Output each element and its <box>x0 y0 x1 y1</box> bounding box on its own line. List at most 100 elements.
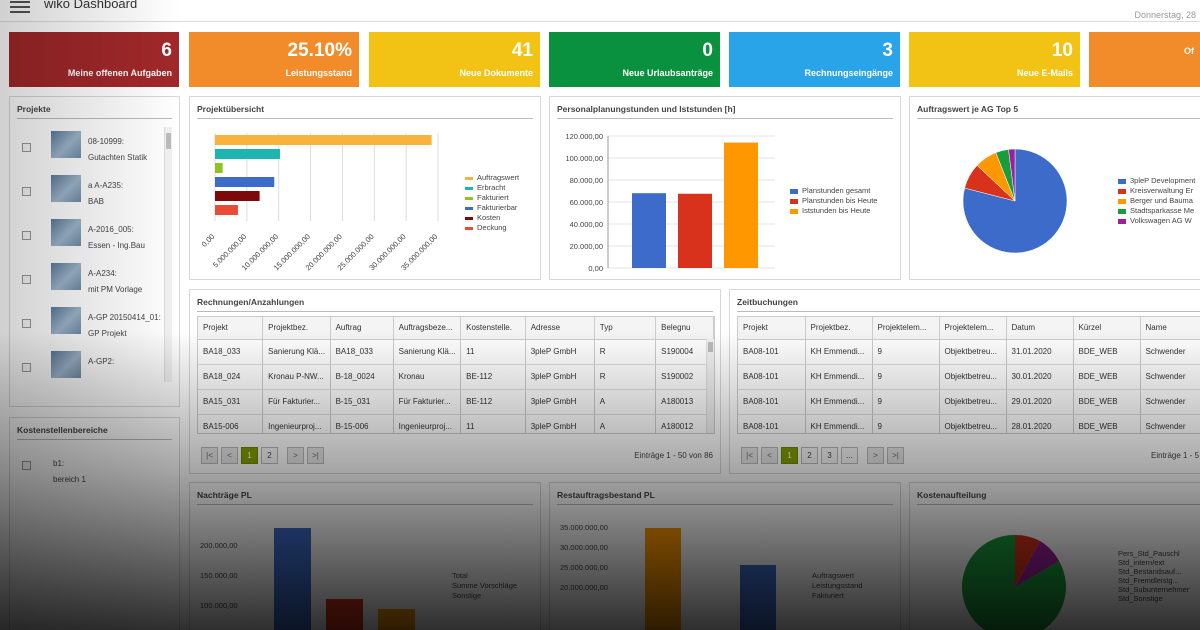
page-button[interactable]: 1 <box>781 447 798 464</box>
last-page-button[interactable]: >| <box>307 447 324 464</box>
tile-open-tasks[interactable]: 6 Meine offenen Aufgaben <box>9 32 179 87</box>
list-item[interactable]: b1: bereich 1 <box>22 456 167 496</box>
project-thumbnail <box>51 351 81 378</box>
page-button[interactable]: 2 <box>801 447 818 464</box>
legend-swatch <box>465 186 473 190</box>
scrollbar-thumb[interactable] <box>166 133 171 149</box>
scrollbar-thumb[interactable] <box>708 342 713 352</box>
page-button[interactable]: 2 <box>261 447 278 464</box>
column-header[interactable]: Datum <box>1006 317 1074 340</box>
order-value-panel: Auftragswert je AG Top 5 3pleP Developme… <box>909 96 1200 280</box>
table-row[interactable]: BA08-101 KH Emmendi... 9 Objektbetreu... 28.… <box>738 414 1200 433</box>
table-row[interactable]: BA18_024 Kronau P-NW... B-18_0024 Kronau BE-… <box>198 364 714 390</box>
list-item[interactable]: A-2016_005: Essen - Ing.Bau <box>22 219 167 259</box>
column-header[interactable]: Belegnu <box>655 317 714 340</box>
column-header[interactable]: Kostenstelle. <box>460 317 526 340</box>
prev-page-button[interactable]: < <box>221 447 238 464</box>
axis-tick-label: 150.000,00 <box>200 571 238 580</box>
column-header[interactable]: Typ <box>594 317 657 340</box>
scrollbar[interactable] <box>164 127 172 382</box>
bar <box>274 528 311 630</box>
legend-item: Iststunden bis Heute <box>790 206 870 215</box>
column-header[interactable]: Auftrag <box>330 317 394 340</box>
table-row[interactable]: BA08-101 KH Emmendi... 9 Objektbetreu... 29.… <box>738 389 1200 415</box>
table-cell: KH Emmendi... <box>805 364 873 390</box>
list-item[interactable]: A-GP 20150414_01: GP Projekt <box>22 307 167 347</box>
table-cell: 31.01.2020 <box>1006 339 1074 365</box>
tile-value: 41 <box>511 40 533 61</box>
legend-item: Total <box>452 571 468 580</box>
y-tick-label: 40.000,00 <box>570 220 603 229</box>
panel-title: Restauftragsbestand PL <box>557 490 655 500</box>
scrollbar[interactable] <box>706 339 714 433</box>
page-button[interactable]: 1 <box>241 447 258 464</box>
list-item[interactable]: a A-A235: BAB <box>22 175 167 215</box>
table-cell: BDE_WEB <box>1073 389 1141 415</box>
list-item[interactable]: 08-10999: Gutachten Statik <box>22 131 167 171</box>
checkbox[interactable] <box>22 187 31 196</box>
project-label: A-2016_005: Essen - Ing.Bau <box>88 225 145 250</box>
checkbox[interactable] <box>22 143 31 152</box>
last-page-button[interactable]: >| <box>887 447 904 464</box>
column-header[interactable]: Auftragsbeze... <box>393 317 462 340</box>
table-row[interactable]: BA15-006 Ingenieurproj... B-15-006 Ingenieu… <box>198 414 714 433</box>
page-button[interactable]: 3 <box>821 447 838 464</box>
checkbox[interactable] <box>22 231 31 240</box>
panel-divider <box>17 439 172 440</box>
tile-label: Of <box>1184 46 1194 56</box>
table-row[interactable]: BA18_033 Sanierung Klä... BA18_033 Sanierun… <box>198 339 714 365</box>
list-item[interactable]: A-A234: mit PM Vorlage <box>22 263 167 303</box>
tile-offers[interactable]: Of <box>1089 32 1200 87</box>
column-header[interactable]: Projektbez. <box>805 317 873 340</box>
bar <box>645 528 681 630</box>
pager-info: Einträge 1 - 5 <box>1151 451 1200 460</box>
checkbox[interactable] <box>22 275 31 284</box>
column-header[interactable]: Projekt <box>738 317 806 340</box>
bar <box>678 193 712 268</box>
list-item[interactable]: A-GP2: <box>22 351 167 391</box>
column-header[interactable]: Projekt <box>198 317 264 340</box>
first-page-button[interactable]: |< <box>201 447 218 464</box>
checkbox[interactable] <box>22 319 31 328</box>
legend-item: Std_Subunternehmer <box>1118 585 1190 594</box>
table-cell: BE-112 <box>460 389 526 415</box>
column-header[interactable]: Projektelem... <box>872 317 940 340</box>
next-page-button[interactable]: > <box>287 447 304 464</box>
table-cell: KH Emmendi... <box>805 339 873 365</box>
table-cell: Objektbetreu... <box>939 414 1007 433</box>
cost-distribution-panel: Kostenaufteilung Pers_Std_Pauschl Std_in… <box>909 482 1200 630</box>
column-header[interactable]: Kürzel <box>1073 317 1141 340</box>
page-ellipsis[interactable]: ... <box>841 447 858 464</box>
table-row[interactable]: BA08-101 KH Emmendi... 9 Objektbetreu... 31.… <box>738 339 1200 365</box>
axis-tick-label: 35.000.000,00 <box>560 523 608 532</box>
cost-center-panel: Kostenstellenbereiche b1: bereich 1 <box>9 417 180 630</box>
column-header[interactable]: Name <box>1140 317 1200 340</box>
first-page-button[interactable]: |< <box>741 447 758 464</box>
panel-divider <box>197 504 533 505</box>
legend-item: Deckung <box>465 223 507 232</box>
checkbox[interactable] <box>22 461 31 470</box>
column-header[interactable]: Adresse <box>525 317 595 340</box>
tile-new-documents[interactable]: 41 Neue Dokumente <box>369 32 540 87</box>
tile-label: Rechnungseingänge <box>804 68 893 78</box>
column-header[interactable]: Projektelem... <box>939 317 1007 340</box>
prev-page-button[interactable]: < <box>761 447 778 464</box>
next-page-button[interactable]: > <box>867 447 884 464</box>
checkbox[interactable] <box>22 363 31 372</box>
top-bar: wiko Dashboard Donnerstag, 28 <box>0 0 1200 22</box>
menu-icon[interactable] <box>10 0 30 14</box>
tile-vacation-requests[interactable]: 0 Neue Urlaubsanträge <box>549 32 720 87</box>
table-cell: Schwender <box>1140 339 1200 365</box>
project-thumbnail <box>51 219 81 246</box>
tile-leistungsstand[interactable]: 25.10% Leistungsstand <box>189 32 359 87</box>
table-row[interactable]: BA15_031 Für Fakturier... B-15_031 Für Fakt… <box>198 389 714 415</box>
cost-center-label: b1: bereich 1 <box>53 459 86 484</box>
legend-swatch <box>1118 218 1126 224</box>
table-cell: 9 <box>872 364 940 390</box>
column-header[interactable]: Projektbez. <box>262 317 331 340</box>
tile-invoices-received[interactable]: 3 Rechnungseingänge <box>729 32 900 87</box>
legend-item: Volkswagen AG W <box>1118 216 1192 225</box>
table-row[interactable]: BA08-101 KH Emmendi... 9 Objektbetreu... 30.… <box>738 364 1200 390</box>
tile-new-emails[interactable]: 10 Neue E-Mails <box>909 32 1080 87</box>
tile-label: Neue Urlaubsanträge <box>622 68 713 78</box>
